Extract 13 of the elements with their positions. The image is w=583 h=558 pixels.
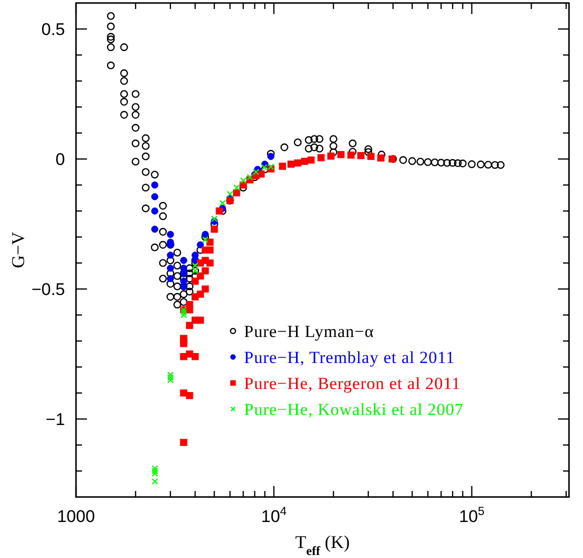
y-tick-label: −1 xyxy=(46,410,65,429)
legend-label: Pure−H, Tremblay et al 2011 xyxy=(244,348,455,367)
legend-label: Pure−He, Kowalski et al 2007 xyxy=(244,400,464,419)
y-tick-label: 0 xyxy=(56,150,65,169)
x-tick-label: 10$^{5}$ xyxy=(458,504,485,526)
x-tick-label: 1000 xyxy=(57,507,95,526)
y-tick-label: 0.5 xyxy=(41,20,65,39)
x-axis-title: T$_{eff}$ (K) xyxy=(295,532,350,558)
legend-label: Pure−He, Bergeron et al 2011 xyxy=(244,374,461,393)
legend-label: Pure−H Lyman−α xyxy=(244,322,374,341)
y-tick-label: −0.5 xyxy=(31,280,65,299)
y-axis-title: G−V xyxy=(8,232,28,268)
x-tick-label: 10$^{4}$ xyxy=(261,504,288,526)
